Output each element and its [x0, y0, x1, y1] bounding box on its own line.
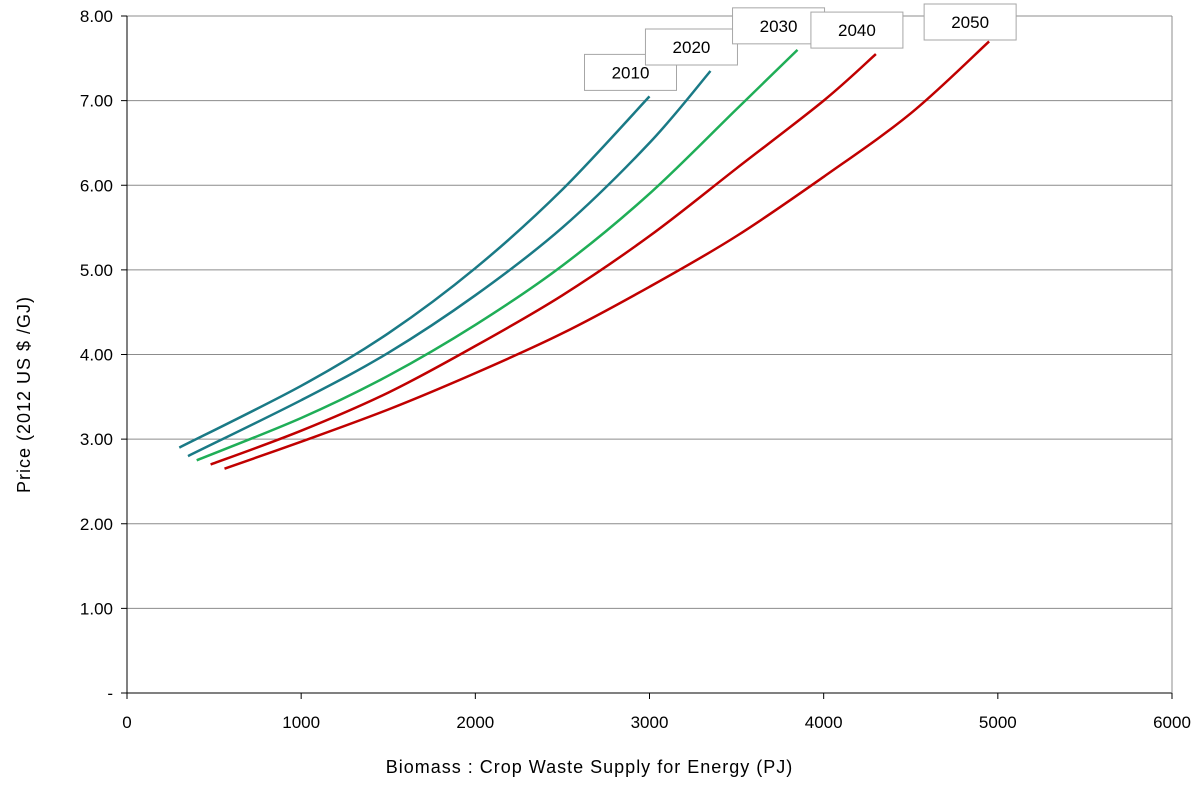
- y-tick-label: 7.00: [80, 92, 113, 111]
- series-line-2010: [178, 95, 651, 449]
- y-tick-label: 8.00: [80, 7, 113, 26]
- callout-2030: 2030: [732, 7, 826, 45]
- series-lines: [178, 40, 990, 470]
- x-tick-label: 3000: [631, 713, 669, 732]
- series-line-2030: [196, 49, 799, 462]
- callout-label: 2040: [838, 21, 876, 40]
- x-axis-title: Biomass : Crop Waste Supply for Energy (…: [386, 757, 793, 777]
- callout-2050: 2050: [923, 3, 1017, 41]
- y-tick-label: 5.00: [80, 261, 113, 280]
- x-tick-label: 2000: [456, 713, 494, 732]
- y-tick-labels: - 1.00 2.00 3.00 4.00 5.00 6.00 7.00 8.00: [80, 7, 113, 703]
- callout-box: [732, 7, 826, 45]
- x-tick-label: 6000: [1153, 713, 1191, 732]
- callout-2020: 2020: [644, 28, 738, 66]
- x-tick-label: 0: [122, 713, 131, 732]
- y-tick-label: 1.00: [80, 599, 113, 618]
- series-line-2020: [187, 70, 712, 458]
- callout-box: [644, 28, 738, 66]
- callout-box: [810, 11, 904, 49]
- grid-lines: [127, 15, 1172, 609]
- x-tick-label: 5000: [979, 713, 1017, 732]
- x-tick-label: 4000: [805, 713, 843, 732]
- series-line-2050: [224, 40, 990, 470]
- x-tick-label: 1000: [282, 713, 320, 732]
- y-tick-label: 2.00: [80, 515, 113, 534]
- y-tick-label: -: [107, 684, 113, 703]
- callout-2040: 2040: [810, 11, 904, 49]
- callout-label: 2020: [673, 38, 711, 57]
- y-tick-label: 3.00: [80, 430, 113, 449]
- callout-label: 2030: [760, 17, 798, 36]
- series-callouts: 2010 2020 2030 2040 2050: [584, 3, 1017, 91]
- y-axis-title: Price (2012 US $ /GJ): [14, 296, 34, 493]
- series-line-2040: [210, 53, 877, 466]
- x-tick-labels: 0 1000 2000 3000 4000 5000 6000: [122, 713, 1191, 732]
- y-tick-label: 4.00: [80, 346, 113, 365]
- y-tick-label: 6.00: [80, 176, 113, 195]
- axes: [121, 15, 1173, 699]
- callout-label: 2010: [612, 63, 650, 82]
- callout-box: [923, 3, 1017, 41]
- callout-label: 2050: [951, 13, 989, 32]
